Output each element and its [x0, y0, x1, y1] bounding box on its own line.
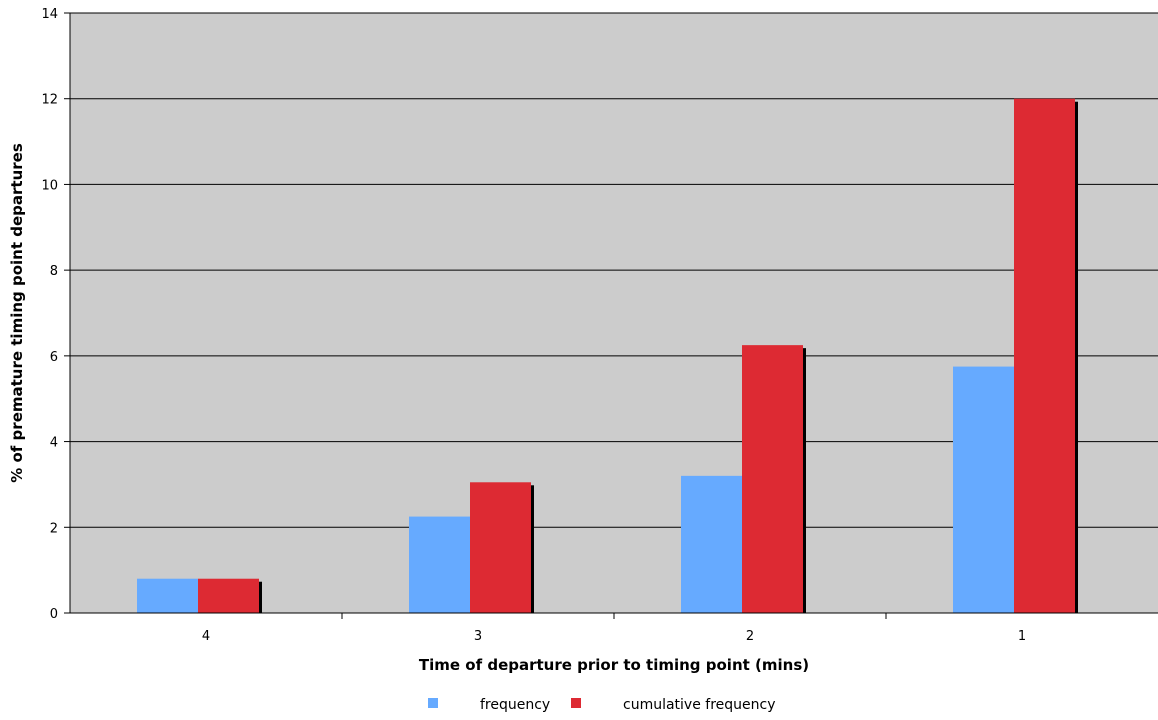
y-tick-label: 8 — [50, 264, 58, 279]
y-tick-label: 2 — [50, 521, 58, 536]
bar-cumulative-frequency — [198, 578, 259, 613]
y-tick-label: 12 — [41, 93, 58, 108]
y-tick-label: 14 — [41, 7, 58, 22]
gridlines — [70, 12, 1158, 528]
y-tick-label: 0 — [50, 607, 58, 622]
legend-swatch — [571, 698, 581, 708]
y-tick-label: 4 — [50, 436, 58, 451]
y-tick-label: 6 — [50, 350, 58, 365]
x-tick-label: 3 — [474, 629, 482, 644]
bar-frequency — [409, 516, 470, 613]
legend-label: frequency — [480, 697, 550, 713]
x-tick-label: 4 — [202, 629, 210, 644]
x-tick-label: 2 — [746, 629, 754, 644]
bar-cumulative-frequency — [742, 345, 803, 613]
y-tick-label: 10 — [41, 178, 58, 193]
y-axis-title: % of premature timing point departures — [8, 143, 26, 483]
x-axis-ticks: 4 3 2 1 — [202, 613, 1026, 644]
legend-label: cumulative frequency — [623, 697, 776, 713]
legend-swatch — [428, 698, 438, 708]
bars — [137, 98, 1078, 613]
y-axis-ticks: 0 2 4 6 8 10 12 14 — [41, 7, 70, 622]
bar-cumulative-frequency — [470, 482, 531, 613]
bar-frequency — [137, 578, 198, 613]
bar-cumulative-frequency — [1014, 98, 1075, 613]
bar-frequency — [681, 475, 742, 613]
legend: frequency cumulative frequency — [428, 697, 776, 713]
bar-frequency — [953, 366, 1014, 613]
x-tick-label: 1 — [1018, 629, 1026, 644]
x-axis-title: Time of departure prior to timing point … — [419, 656, 809, 674]
